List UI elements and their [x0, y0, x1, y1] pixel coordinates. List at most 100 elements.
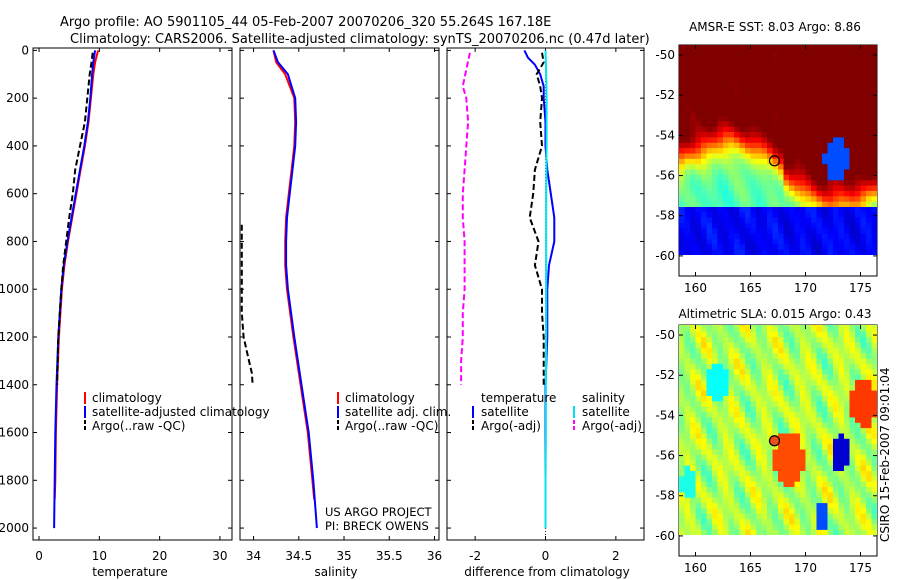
- heatmap-cell: [855, 249, 862, 255]
- heatmap-cell: [822, 331, 829, 338]
- heatmap-cell: [734, 73, 741, 80]
- heatmap-cell: [684, 233, 691, 240]
- heatmap-cell: [679, 406, 686, 413]
- heatmap-cell: [789, 347, 796, 354]
- heatmap-cell: [805, 249, 812, 255]
- heatmap-cell: [690, 529, 697, 535]
- heatmap-cell: [701, 417, 708, 424]
- heatmap-cell: [783, 428, 790, 435]
- heatmap-cell: [805, 513, 812, 520]
- heatmap-cell: [838, 363, 845, 370]
- heatmap-cell: [712, 519, 719, 526]
- heatmap-cell: [816, 249, 823, 255]
- heatmap-cell: [822, 89, 829, 96]
- heatmap-cell: [800, 121, 807, 128]
- heatmap-cell: [778, 460, 785, 467]
- heatmap-cell: [717, 325, 724, 327]
- heatmap-cell: [684, 137, 691, 144]
- heatmap-cell: [679, 185, 686, 192]
- heatmap-cell: [728, 524, 735, 531]
- heatmap-cell: [822, 379, 829, 386]
- heatmap-cell: [728, 239, 735, 246]
- heatmap-cell: [811, 73, 818, 80]
- series-line-temperature-argo-adj-: [528, 52, 545, 385]
- heatmap-cell: [706, 508, 713, 515]
- heatmap-cell: [811, 207, 818, 213]
- heatmap-cell: [800, 51, 807, 58]
- heatmap-cell: [855, 137, 862, 144]
- heatmap-cell: [783, 513, 790, 520]
- heatmap-cell: [860, 142, 867, 149]
- heatmap-cell: [761, 223, 768, 230]
- heatmap-cell: [789, 428, 796, 435]
- heatmap-cell: [794, 244, 801, 251]
- heatmap-cell: [838, 353, 845, 360]
- heatmap-cell: [844, 148, 851, 155]
- heatmap-cell: [778, 78, 785, 85]
- heatmap-cell: [745, 223, 752, 230]
- heatmap-cell: [844, 239, 851, 246]
- heatmap-cell: [827, 239, 834, 246]
- heatmap-cell: [871, 337, 877, 344]
- series-line-satellite-adj-clim-: [272, 50, 318, 529]
- heatmap-cell: [805, 110, 812, 117]
- heatmap-cell: [838, 99, 845, 106]
- heatmap-cell: [822, 454, 829, 461]
- heatmap-cell: [728, 73, 735, 80]
- heatmap-cell: [756, 51, 763, 58]
- heatmap-cell: [684, 51, 691, 58]
- heatmap-cell: [811, 379, 818, 386]
- heatmap-cell: [816, 444, 823, 451]
- heatmap-cell: [756, 460, 763, 467]
- heatmap-cell: [866, 99, 873, 106]
- heatmap-cell: [767, 110, 774, 117]
- heatmap-cell: [855, 347, 862, 354]
- heatmap-cell: [844, 180, 851, 187]
- heatmap-cell: [734, 83, 741, 90]
- heatmap-cell: [833, 529, 840, 535]
- heatmap-cell: [723, 126, 730, 133]
- heatmap-cell: [684, 180, 691, 187]
- heatmap-cell: [783, 158, 790, 165]
- heatmap-cell: [761, 519, 768, 526]
- heatmap-cell: [761, 374, 768, 381]
- heatmap-cell: [756, 207, 763, 213]
- heatmap-cell: [739, 465, 746, 472]
- heatmap-cell: [860, 132, 867, 138]
- heatmap-cell: [783, 132, 790, 138]
- heatmap-cell: [728, 137, 735, 144]
- heatmap-cell: [701, 438, 708, 445]
- heatmap-cell: [789, 110, 796, 117]
- heatmap-cell: [783, 67, 790, 74]
- heatmap-cell: [728, 374, 735, 381]
- heatmap-cell: [844, 438, 851, 445]
- heatmap-cell: [783, 460, 790, 467]
- heatmap-cell: [772, 212, 779, 219]
- heatmap-cell: [800, 337, 807, 344]
- heatmap-cell: [855, 212, 862, 219]
- heatmap-cell: [690, 444, 697, 451]
- heatmap-cell: [761, 503, 768, 510]
- heatmap-cell: [679, 390, 686, 397]
- heatmap-cell: [701, 207, 708, 213]
- heatmap-cell: [855, 148, 862, 155]
- heatmap-cell: [855, 325, 862, 327]
- heatmap-cell: [750, 46, 757, 53]
- heatmap-cell: [794, 358, 801, 365]
- heatmap-cell: [706, 217, 713, 224]
- heatmap-cell: [844, 337, 851, 344]
- heatmap-cell: [855, 529, 862, 535]
- heatmap-cell: [717, 444, 724, 451]
- heatmap-cell: [706, 326, 713, 333]
- heatmap-cell: [761, 132, 768, 138]
- heatmap-cell: [767, 89, 774, 96]
- heatmap-cell: [756, 422, 763, 429]
- heatmap-cell: [844, 363, 851, 370]
- heatmap-cell: [695, 137, 702, 144]
- heatmap-cell: [822, 174, 829, 181]
- heatmap-cell: [805, 487, 812, 493]
- heatmap-cell: [822, 513, 829, 520]
- heatmap-cell: [761, 412, 768, 418]
- heatmap-cell: [739, 513, 746, 520]
- heatmap-cell: [794, 83, 801, 90]
